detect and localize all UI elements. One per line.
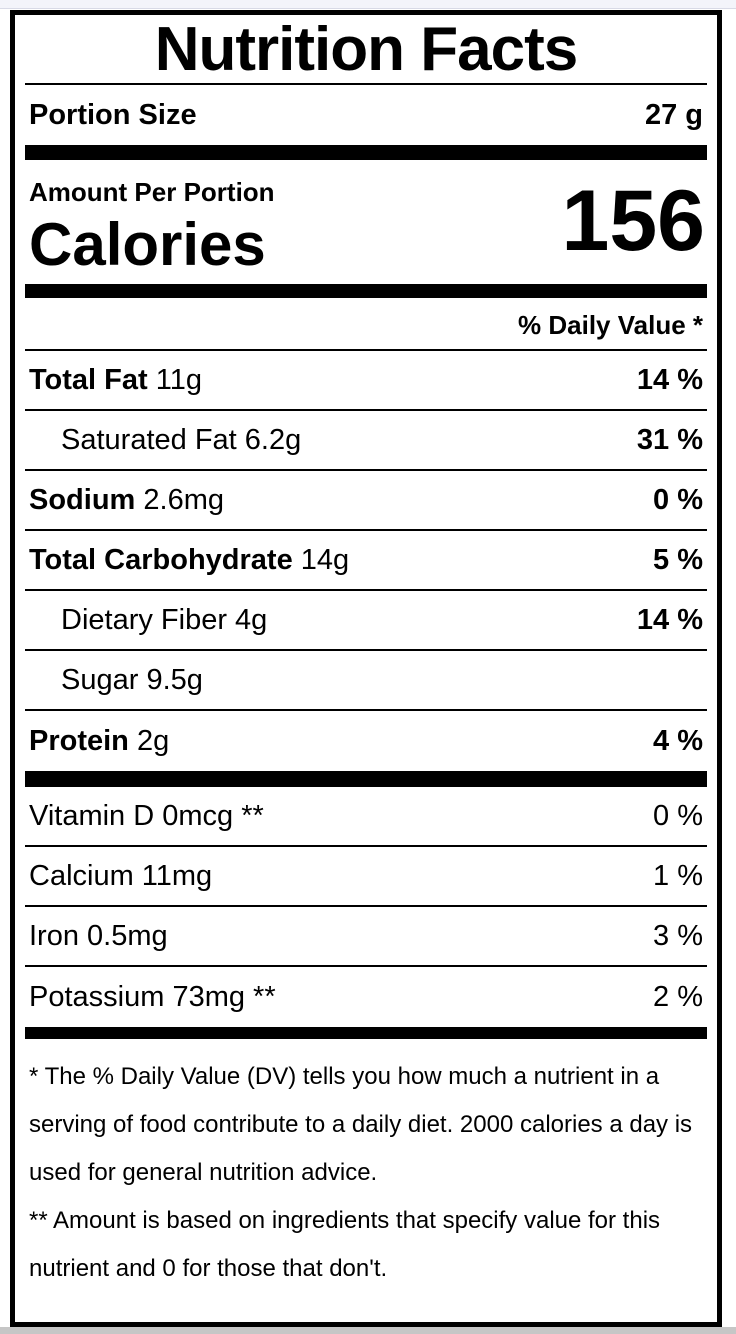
- nutrient-amount: 2g: [128, 724, 170, 757]
- calories-label: Calories: [29, 211, 266, 278]
- nutrient-amount: 11g: [147, 363, 202, 396]
- divider-bar: [25, 284, 707, 298]
- footnote-daily-value: * The % Daily Value (DV) tells you how m…: [29, 1063, 693, 1186]
- page-bottom-strip: [0, 1327, 736, 1334]
- nutrient-name: Protein: [29, 724, 129, 757]
- nutrient-daily-value: 14 %: [636, 603, 703, 636]
- divider-bar: [25, 771, 707, 787]
- vitamin-daily-value: 3 %: [653, 919, 703, 952]
- nutrient-daily-value: 4 %: [653, 724, 703, 757]
- portion-size-label: Portion Size: [29, 98, 197, 131]
- nutrient-row-protein: Protein 2g 4 %: [25, 711, 707, 771]
- vitamin-row-vitamin-d: Vitamin D 0mcg ** 0 %: [25, 787, 707, 847]
- nutrient-daily-value: 14 %: [636, 363, 703, 396]
- vitamin-daily-value: 0 %: [653, 799, 703, 832]
- nutrient-row-sodium: Sodium 2.6mg 0 %: [25, 471, 707, 531]
- nutrient-row-dietary-fiber: Dietary Fiber 4g 14 %: [25, 591, 707, 651]
- label-title: Nutrition Facts: [154, 15, 578, 84]
- nutrient-daily-value: 5 %: [653, 543, 703, 576]
- vitamin-label: Calcium 11mg: [29, 859, 213, 892]
- nutrient-name: Total Carbohydrate: [29, 543, 293, 576]
- vitamin-row-potassium: Potassium 73mg ** 2 %: [25, 967, 707, 1027]
- footnotes: * The % Daily Value (DV) tells you how m…: [25, 1039, 707, 1293]
- vitamin-label: Potassium 73mg **: [29, 980, 276, 1013]
- amount-per-portion-label: Amount Per Portion: [29, 177, 275, 207]
- nutrient-amount: 2.6mg: [135, 483, 225, 516]
- nutrient-daily-value: 0 %: [653, 483, 703, 516]
- nutrient-name: Sodium: [29, 483, 136, 516]
- page-top-strip: [0, 0, 736, 9]
- calories-value: 156: [561, 173, 706, 269]
- vitamin-label: Vitamin D 0mcg **: [29, 799, 264, 832]
- nutrition-facts-label: Nutrition Facts Portion Size 27 g Amount…: [10, 10, 722, 1327]
- vitamin-daily-value: 1 %: [653, 859, 703, 892]
- nutrient-amount: Saturated Fat 6.2g: [61, 423, 302, 456]
- portion-size-value: 27 g: [644, 98, 703, 131]
- footnote-amount-basis: ** Amount is based on ingredients that s…: [29, 1207, 661, 1282]
- vitamin-daily-value: 2 %: [653, 980, 703, 1013]
- nutrient-row-sugar: Sugar 9.5g: [25, 651, 707, 711]
- nutrient-amount: 14g: [292, 543, 350, 576]
- nutrient-row-saturated-fat: Saturated Fat 6.2g 31 %: [25, 411, 707, 471]
- vitamin-row-iron: Iron 0.5mg 3 %: [25, 907, 707, 967]
- divider-line: [25, 83, 707, 85]
- portion-size-row: Portion Size 27 g: [25, 85, 707, 145]
- nutrient-row-total-fat: Total Fat 11g 14 %: [25, 351, 707, 411]
- nutrient-amount: Sugar 9.5g: [61, 663, 203, 696]
- nutrient-row-total-carbohydrate: Total Carbohydrate 14g 5 %: [25, 531, 707, 591]
- nutrient-name: Total Fat: [29, 363, 148, 396]
- vitamin-row-calcium: Calcium 11mg 1 %: [25, 847, 707, 907]
- calories-section: Amount Per Portion Calories 156: [25, 160, 707, 284]
- divider-bar: [25, 1027, 707, 1039]
- nutrient-daily-value: 31 %: [636, 423, 703, 456]
- daily-value-header: % Daily Value *: [25, 298, 707, 351]
- nutrient-amount: Dietary Fiber 4g: [61, 603, 268, 636]
- vitamin-label: Iron 0.5mg: [29, 919, 168, 952]
- divider-bar: [25, 145, 707, 160]
